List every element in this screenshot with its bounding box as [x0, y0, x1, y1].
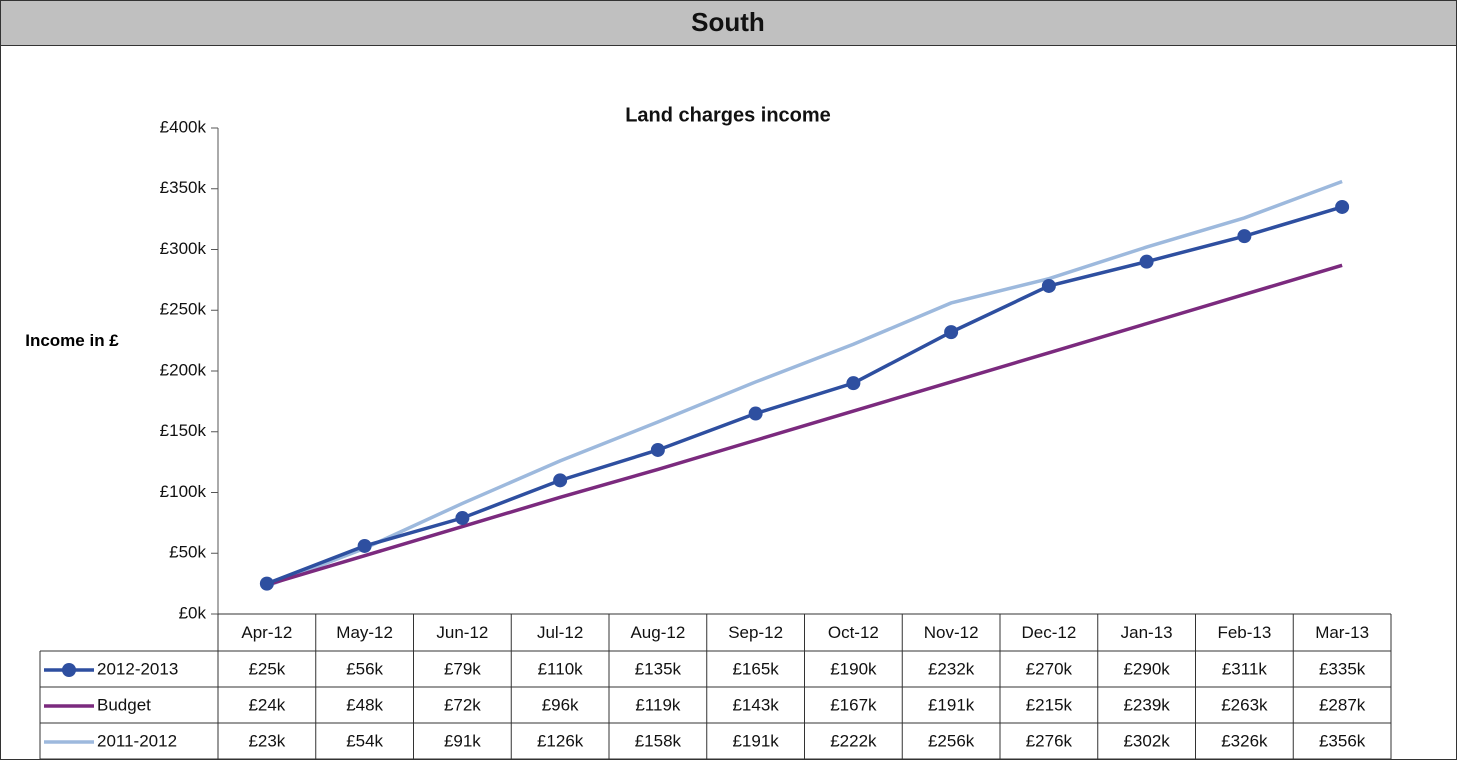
x-tick-label: Apr-12 [241, 623, 292, 642]
y-axis-title: Income in £ [25, 331, 119, 350]
table-value: £276k [1026, 731, 1073, 750]
marker [1335, 199, 1350, 214]
x-tick-label: Jan-13 [1121, 623, 1173, 642]
table-value: £239k [1123, 695, 1170, 714]
y-tick-label: £200k [160, 360, 207, 379]
table-value: £356k [1319, 731, 1366, 750]
table-value: £311k [1222, 659, 1268, 678]
table-value: £287k [1319, 695, 1366, 714]
series-line [266, 205, 1343, 586]
table-value: £126k [537, 731, 584, 750]
x-tick-label: Jun-12 [436, 623, 488, 642]
legend-label: 2012-2013 [97, 659, 178, 678]
table-value: £56k [346, 659, 383, 678]
marker [1041, 278, 1056, 293]
table-value: £48k [346, 695, 383, 714]
table-value: £135k [635, 659, 682, 678]
table-value: £191k [928, 695, 975, 714]
table-value: £263k [1221, 695, 1268, 714]
legend-label: Budget [97, 695, 151, 714]
table-value: £165k [732, 659, 779, 678]
table-value: £215k [1026, 695, 1073, 714]
series-line [266, 179, 1343, 588]
x-tick-label: Nov-12 [924, 623, 979, 642]
table-value: £191k [732, 731, 779, 750]
table-value: £24k [248, 695, 285, 714]
y-tick-label: £50k [169, 543, 206, 562]
table-value: £54k [346, 731, 383, 750]
y-tick-label: £100k [160, 482, 207, 501]
marker [650, 442, 665, 457]
marker [455, 511, 470, 526]
x-tick-label: Jul-12 [537, 623, 583, 642]
y-tick-label: £400k [160, 117, 207, 136]
table-value: £302k [1123, 731, 1170, 750]
marker [846, 376, 861, 391]
table-value: £222k [830, 731, 877, 750]
table-value: £256k [928, 731, 975, 750]
table-value: £290k [1123, 659, 1170, 678]
x-tick-label: Oct-12 [828, 623, 879, 642]
marker [259, 576, 274, 591]
marker [944, 325, 959, 340]
marker [553, 473, 568, 488]
table-value: £79k [444, 659, 481, 678]
y-tick-label: £150k [160, 421, 207, 440]
marker [357, 538, 372, 553]
table-value: £110k [538, 659, 584, 678]
header-bar [0, 0, 1457, 46]
table-value: £72k [444, 695, 481, 714]
table-value: £158k [635, 731, 682, 750]
y-tick-label: £300k [160, 239, 207, 258]
table-value: £96k [542, 695, 579, 714]
y-tick-label: £250k [160, 300, 207, 319]
table-value: £143k [732, 695, 779, 714]
table-value: £270k [1026, 659, 1073, 678]
table-value: £190k [830, 659, 877, 678]
x-tick-label: Aug-12 [630, 623, 685, 642]
legend-label: 2011-2012 [97, 731, 177, 750]
marker [1139, 254, 1154, 269]
x-tick-label: Dec-12 [1021, 623, 1076, 642]
header-title: South [691, 7, 765, 37]
table-value: £91k [444, 731, 481, 750]
table-value: £119k [635, 695, 681, 714]
marker [1237, 229, 1252, 244]
marker [748, 406, 763, 421]
series-line [266, 263, 1343, 587]
x-tick-label: May-12 [336, 623, 393, 642]
table-value: £232k [928, 659, 975, 678]
x-tick-label: Mar-13 [1315, 623, 1369, 642]
chart-title: Land charges income [625, 104, 831, 126]
x-tick-label: Feb-13 [1217, 623, 1271, 642]
table-value: £25k [248, 659, 285, 678]
table-value: £167k [830, 695, 877, 714]
y-tick-label: £350k [160, 178, 207, 197]
legend-marker [62, 663, 76, 677]
y-tick-label: £0k [179, 603, 207, 622]
x-tick-label: Sep-12 [728, 623, 783, 642]
table-value: £335k [1319, 659, 1366, 678]
table-value: £326k [1221, 731, 1268, 750]
table-value: £23k [248, 731, 285, 750]
